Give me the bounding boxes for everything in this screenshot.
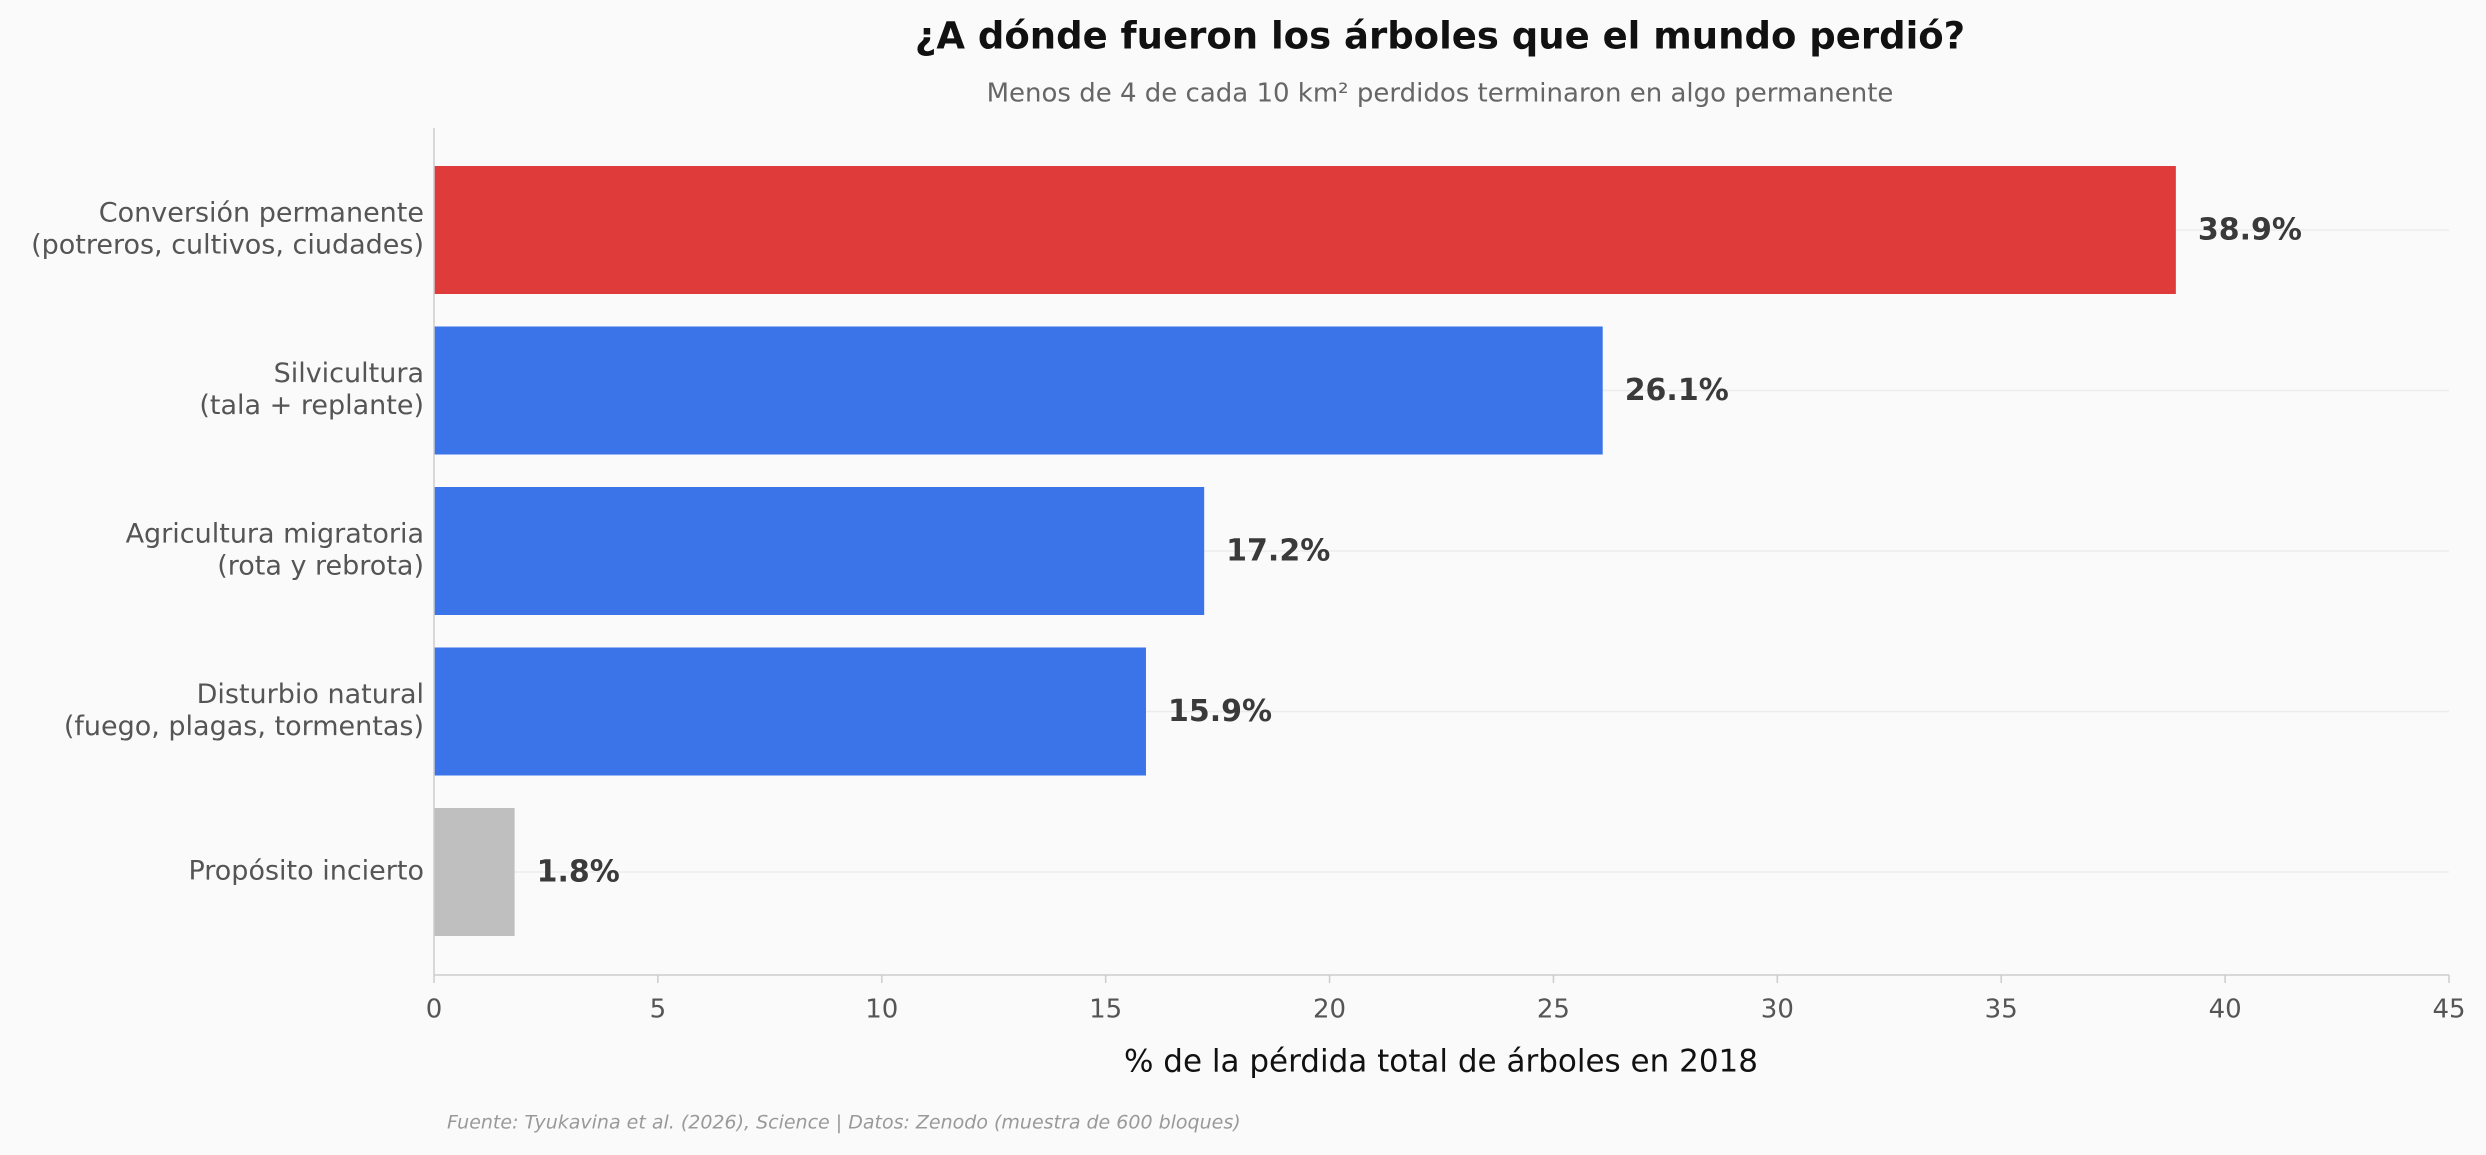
- category-label: Silvicultura: [274, 358, 424, 389]
- source-note: Fuente: Tyukavina et al. (2026), Science…: [447, 1112, 1241, 1134]
- chart-subtitle: Menos de 4 de cada 10 km² perdidos termi…: [987, 79, 1894, 109]
- x-tick-label: 40: [2209, 995, 2242, 1025]
- x-tick-label: 15: [1089, 995, 1122, 1025]
- bar: [434, 166, 2176, 294]
- bar: [434, 808, 515, 936]
- bar-value-label: 38.9%: [2198, 213, 2302, 248]
- x-tick-label: 25: [1537, 995, 1570, 1025]
- category-label: (fuego, plagas, tormentas): [64, 711, 424, 742]
- bar-value-label: 17.2%: [1226, 534, 1330, 569]
- bar-value-label: 26.1%: [1625, 373, 1729, 408]
- x-tick-label: 10: [865, 995, 898, 1025]
- bar-value-label: 1.8%: [537, 855, 620, 890]
- category-label: (tala + replante): [199, 390, 424, 421]
- category-label: (potreros, cultivos, ciudades): [31, 230, 424, 261]
- x-tick-label: 45: [2432, 995, 2465, 1025]
- x-tick-label: 35: [1985, 995, 2018, 1025]
- bar-value-label: 15.9%: [1168, 694, 1272, 729]
- bar: [434, 487, 1205, 615]
- bar: [434, 326, 1603, 455]
- bars-layer: 38.9% 26.1% 17.2% 15.9% 1.8%: [434, 166, 2302, 936]
- x-tick-label: 0: [426, 995, 443, 1025]
- category-label: Propósito incierto: [188, 856, 424, 887]
- x-axis-label: % de la pérdida total de árboles en 2018: [1124, 1044, 1758, 1080]
- axis-layer: Conversión permanente(potreros, cultivos…: [31, 128, 2466, 1025]
- x-tick-label: 5: [650, 995, 667, 1025]
- chart-title: ¿A dónde fueron los árboles que el mundo…: [915, 15, 1965, 58]
- x-tick-label: 20: [1313, 995, 1346, 1025]
- category-label: Conversión permanente: [99, 198, 424, 229]
- x-tick-label: 30: [1761, 995, 1794, 1025]
- category-label: Disturbio natural: [197, 679, 424, 710]
- category-label: Agricultura migratoria: [126, 519, 424, 550]
- bar: [434, 647, 1146, 776]
- category-label: (rota y rebrota): [217, 551, 424, 582]
